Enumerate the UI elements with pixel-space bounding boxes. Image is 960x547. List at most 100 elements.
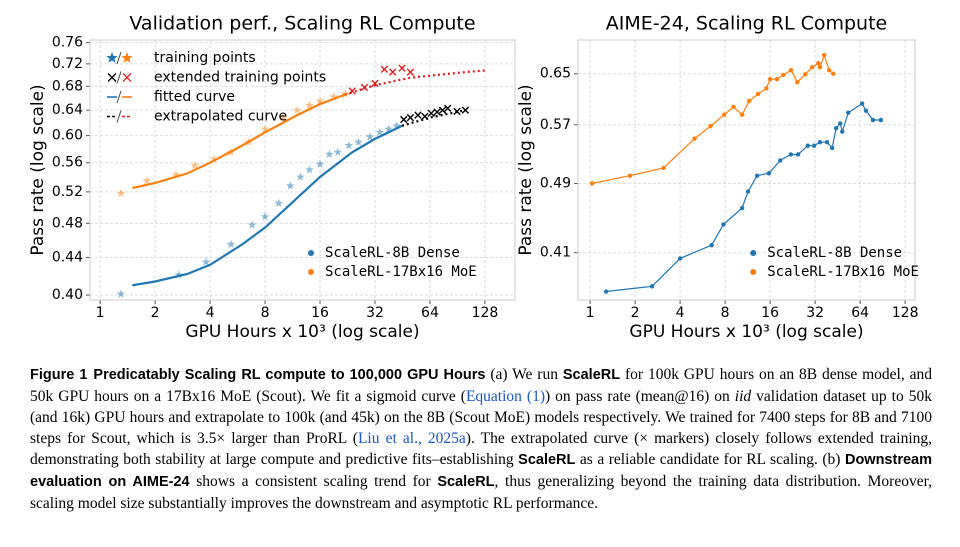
legend-marker	[308, 250, 314, 256]
x-tick-label: 4	[676, 305, 685, 321]
training-point	[315, 96, 325, 105]
caption-title: Predicatably Scaling RL compute to 100,0…	[93, 367, 486, 383]
training-point	[292, 105, 302, 114]
training-point	[201, 257, 211, 266]
y-tick-label: 0.64	[52, 102, 83, 118]
x-tick-label: 1	[586, 305, 595, 321]
legend-marker	[750, 250, 757, 256]
data-point	[764, 86, 769, 91]
caption-bold: Downstream evaluation on AIME-24	[30, 452, 932, 490]
data-point	[677, 256, 683, 261]
extended-point	[406, 68, 415, 76]
data-point	[778, 158, 783, 163]
y-axis-label: Pass rate (log scale)	[28, 84, 48, 255]
x-tick-label: 2	[631, 305, 640, 321]
training-point	[226, 239, 236, 248]
training-point	[190, 161, 200, 170]
y-tick-label: 0.76	[52, 35, 83, 51]
data-point	[708, 123, 713, 129]
x-tick-label: 8	[721, 305, 730, 321]
y-tick-label: 0.41	[540, 245, 571, 261]
x-tick-label: 1	[96, 305, 105, 321]
caption-link[interactable]: Liu et al., 2025a	[357, 430, 466, 447]
legend-label: fitted curve	[154, 89, 235, 105]
y-tick-label: 0.48	[52, 215, 83, 231]
data-point	[831, 71, 836, 76]
legend-label: ScaleRL-8B Dense	[325, 245, 460, 261]
x-axis-label: GPU Hours x 10³ (log scale)	[629, 322, 863, 342]
figure-label: Figure 1	[30, 367, 88, 383]
x-tick-label: 128	[892, 305, 919, 321]
legend-label: extrapolated curve	[154, 109, 287, 125]
data-point	[721, 222, 726, 227]
data-point	[692, 136, 697, 141]
data-point	[846, 110, 851, 115]
x-axis-label: GPU Hours x 10³ (log scale)	[185, 322, 419, 342]
x-tick-label: 4	[206, 305, 215, 321]
data-point	[739, 112, 745, 117]
legend-separator	[116, 90, 122, 104]
extended-point	[371, 79, 379, 88]
y-tick-label: 0.65	[540, 66, 571, 82]
training-point	[329, 92, 338, 101]
data-point	[838, 121, 843, 126]
data-point	[795, 79, 800, 85]
training-point	[354, 137, 363, 146]
data-point	[810, 65, 815, 70]
caption: Figure 1 Predicatably Scaling RL compute …	[30, 364, 932, 514]
x-tick-label: 32	[366, 305, 384, 321]
chart-title: AIME-24, Scaling RL Compute	[606, 13, 887, 35]
training-point	[260, 212, 270, 221]
training-point	[274, 198, 283, 207]
training-point	[365, 132, 375, 141]
data-point	[722, 112, 727, 117]
data-point	[766, 171, 772, 176]
y-tick-label: 0.72	[52, 56, 83, 72]
caption-text: for 100k GPU hours on an 8B dense model,…	[30, 366, 933, 405]
data-point	[745, 189, 751, 194]
data-point	[739, 205, 745, 211]
training-point	[278, 113, 287, 122]
chart-title: Validation perf., Scaling RL Compute	[129, 13, 475, 35]
training-point	[392, 121, 401, 130]
caption-text: , thus generalizing beyond the training …	[30, 473, 933, 512]
training-point	[286, 181, 295, 190]
training-point	[315, 159, 325, 168]
extended-point	[348, 87, 356, 95]
extended-point	[360, 83, 369, 92]
data-point	[840, 129, 845, 134]
data-point	[826, 67, 832, 73]
caption-link[interactable]: Equation (1)	[465, 388, 545, 405]
extended-point	[380, 65, 389, 74]
extended-point	[398, 64, 406, 72]
caption-text: (a) We run	[485, 366, 563, 383]
training-point	[142, 176, 151, 185]
caption-text: as a reliable candidate for RL scaling. …	[575, 451, 845, 468]
training-point	[375, 127, 385, 136]
data-point	[829, 145, 835, 151]
training-point	[384, 124, 393, 133]
training-point	[305, 100, 314, 109]
data-point	[803, 72, 808, 77]
legend-separator	[116, 110, 122, 123]
training-point	[341, 89, 350, 98]
data-point	[863, 108, 869, 113]
data-point	[747, 98, 752, 104]
data-point	[788, 67, 794, 73]
legend-label: training points	[154, 50, 256, 66]
extended-point	[461, 106, 470, 114]
extended-point	[406, 113, 415, 122]
extended-point	[400, 115, 408, 124]
x-tick-label: 16	[311, 305, 329, 321]
legend-label: ScaleRL-8B Dense	[767, 245, 902, 261]
data-point	[816, 60, 821, 66]
legend-separator	[116, 51, 122, 65]
training-point	[171, 170, 181, 179]
data-point	[755, 91, 761, 97]
training-point	[247, 220, 257, 229]
data-point	[649, 284, 655, 289]
training-point	[333, 147, 342, 156]
x-tick-label: 128	[472, 305, 499, 321]
data-point	[859, 101, 865, 106]
y-tick-label: 0.60	[52, 128, 83, 144]
